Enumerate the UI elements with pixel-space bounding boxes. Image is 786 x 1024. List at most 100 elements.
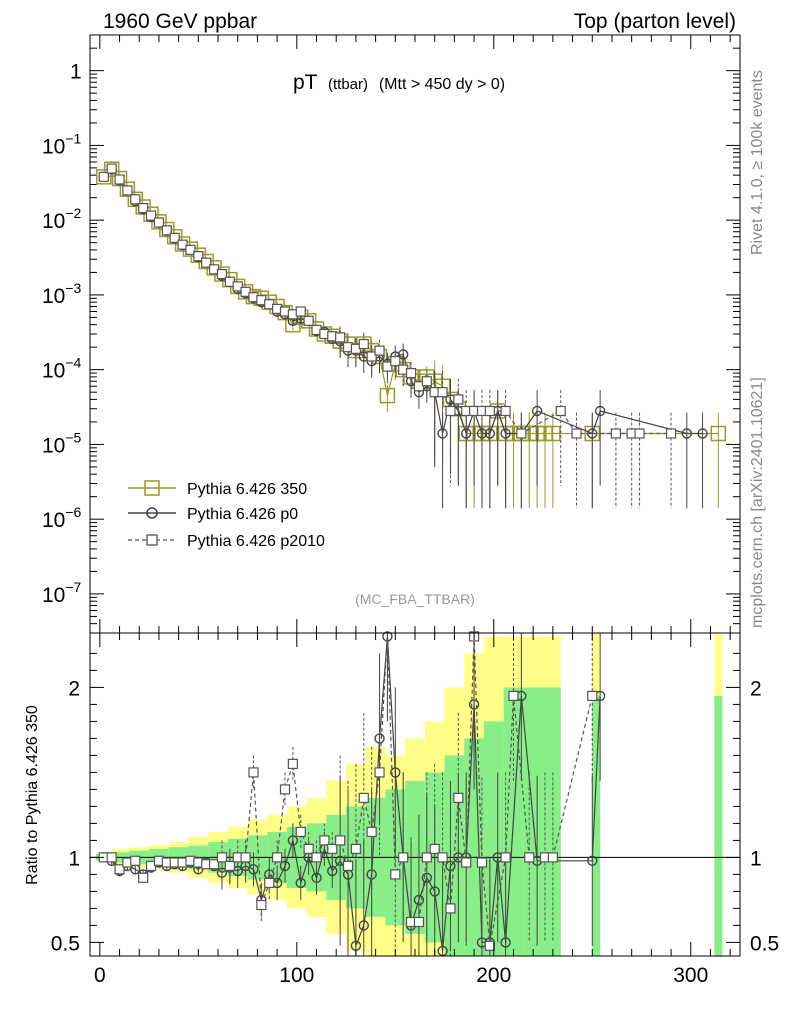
ratio-panel: 0.5 0.5 1 1 2 2 0 100 200 300 Ratio to Pythia 6.… [24,631,779,987]
main-ytick-exponent: −7 [65,579,81,595]
ratio-point-p0 [279,860,291,872]
main-point-350 [379,387,396,404]
ratio-point-p2010 [272,852,283,863]
ratio-ylabel: Ratio to Pythia 6.426 350 [24,705,41,885]
main-point-350 [206,260,222,276]
legend-label-350: Pythia 6.426 350 [187,481,307,498]
ratio-ytick-label-right: 1 [750,847,762,870]
main-point-p2010 [216,268,228,280]
legend-entry-p2010: Pythia 6.426 p2010 [128,533,325,550]
main-point-p2010 [145,210,157,221]
ratio-point-p2010 [374,767,385,778]
main-ytick-exponent: −1 [65,130,81,146]
main-ytick-exponent: −4 [65,355,81,371]
ratio-point-p2010 [413,916,425,928]
ratio-point-p2010 [587,690,598,702]
ratio-point-p2010 [106,852,117,863]
ratio-ytick-label-left: 1 [68,847,80,870]
main-point-p0 [531,405,543,417]
ratio-point-p2010 [287,758,298,770]
main-ytick-exponent: −2 [65,205,81,221]
main-point-p2010 [555,405,566,417]
ratio-band-green [543,687,561,956]
main-point-p2010 [98,171,109,182]
main-ytick-exponent: −5 [65,429,81,445]
ratio-point-p2010 [342,860,354,872]
ratio-x-ticks: 0 100 200 300 [94,633,731,987]
ratio-point-p2010 [335,835,346,846]
ratio-point-p2010 [240,852,251,863]
main-ytick-label: 1 [70,61,82,84]
main-point-p2010 [240,286,251,297]
ratio-point-p2010 [484,940,495,951]
ratio-point-p2010 [429,843,440,855]
main-point-p2010 [571,428,582,439]
main-point-p2010 [516,428,527,439]
ratio-point-p2010 [208,859,220,870]
ratio-point-p2010 [303,843,314,855]
ratio-point-p0 [248,864,259,875]
ratio-point-p2010 [248,767,259,778]
ratio-point-p0 [358,920,369,931]
ratio-xtick-label: 0 [94,964,106,987]
legend-label-p2010: Pythia 6.426 p2010 [187,533,325,550]
main-point-350 [174,236,191,252]
main-point-p2010 [201,257,212,268]
plot-title-sub2: (Mtt > 450 dy > 0) [379,76,505,93]
ratio-point-p2010 [398,852,409,863]
ratio-point-p2010 [390,869,401,880]
main-ytick-label: 10−4 [42,355,82,383]
ratio-point-p2010 [145,860,157,872]
main-panel: 1 10−1 10−2 10−3 10−4 10−5 10−6 10−7 pT (ttbar)… [42,34,741,634]
legend-marker-p2010 [146,534,158,546]
main-point-p2010 [484,405,495,417]
ratio-ytick-label-left: 0.5 [51,932,80,955]
legend-entry-p0: Pythia 6.426 p0 [128,506,298,523]
main-ytick-label: 10−2 [42,205,82,233]
ratio-point-p2010 [264,877,275,889]
main-point-p0 [594,405,606,417]
main-point-p2010 [405,367,417,379]
ratio-ytick-label-right: 2 [750,677,762,700]
mcplots-label: mcplots.cern.ch [arXiv:2401.10621] [749,377,766,628]
main-point-p2010 [303,315,314,326]
plot-title-sub1: (ttbar) [328,76,368,93]
main-point-p2010 [114,174,125,185]
main-point-350 [300,313,317,329]
rivet-label: Rivet 4.1.0, ≥ 100k events [749,70,766,255]
main-point-p2010 [185,244,196,256]
ratio-point-p0 [437,945,448,957]
ratio-point-p0 [287,835,299,846]
main-point-350 [545,425,561,442]
main-point-p2010 [610,428,622,439]
ratio-point-p2010 [461,857,472,868]
ratio-point-p2010 [319,835,330,846]
ratio-point-p2010 [327,843,338,855]
main-point-350 [103,161,120,177]
main-point-p2010 [232,281,243,292]
ratio-band-green [714,695,723,956]
main-line-1 [103,168,703,436]
main-point-p0 [697,428,708,439]
main-point-350 [237,284,254,300]
ratio-point-p2010 [256,899,267,911]
main-point-p2010 [437,387,448,398]
ratio-point-p2010 [366,826,377,838]
ratio-point-p2010 [500,852,511,863]
ratio-point-p2010 [524,852,535,863]
ratio-point-p2010 [279,784,291,795]
main-point-p2010 [358,338,369,350]
ratio-point-p2010 [350,843,362,855]
ratio-y-ticks: 0.5 0.5 1 1 2 2 [51,652,779,955]
ratio-point-p2010 [476,857,488,868]
main-point-p2010 [445,405,456,417]
ratio-series [90,631,740,957]
main-point-p2010 [335,332,346,343]
ratio-point-p2010 [295,826,306,838]
legend-marker-350 [144,480,160,496]
ratio-point-p2010 [453,792,464,804]
main-ytick-label: 10−6 [42,504,82,532]
main-ytick-label: 10−7 [42,579,82,607]
header-left: 1960 GeV ppbar [103,10,257,33]
